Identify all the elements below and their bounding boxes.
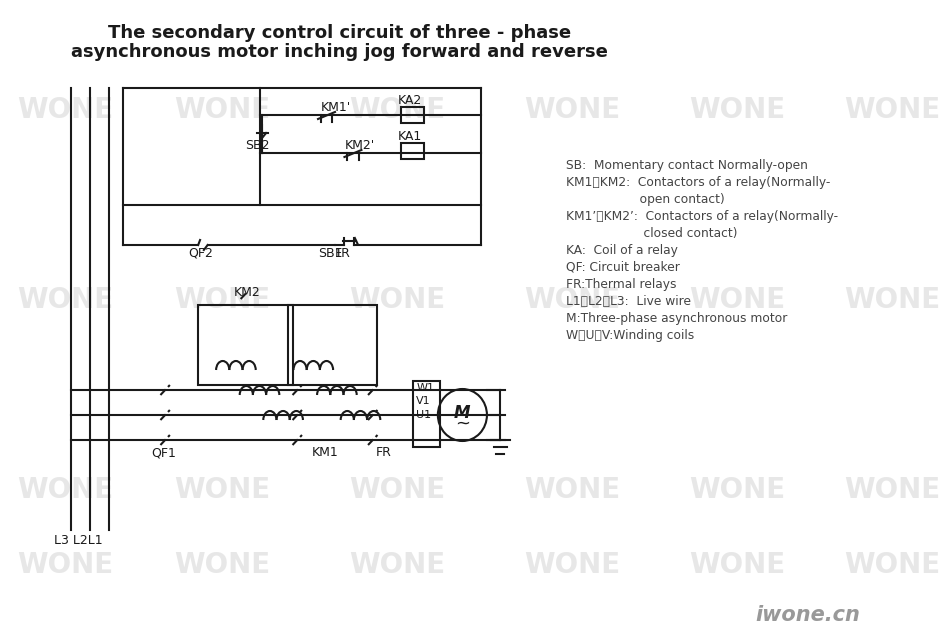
Text: open contact): open contact) [566,192,725,206]
Text: WONE: WONE [523,96,619,124]
Bar [401,143,424,159]
Text: WONE: WONE [175,286,271,314]
Text: W1: W1 [416,383,434,393]
Text: WONE: WONE [689,286,785,314]
Text: L3 L2L1: L3 L2L1 [54,534,103,547]
Text: WONE: WONE [17,551,113,579]
Text: KM1、KM2:  Contactors of a relay(Normally-: KM1、KM2: Contactors of a relay(Normally- [566,176,830,189]
Text: WONE: WONE [523,286,619,314]
Text: WONE: WONE [350,476,446,504]
Text: QF1: QF1 [151,447,176,459]
Text: WONE: WONE [350,551,446,579]
Text: U1: U1 [416,410,431,420]
Text: WONE: WONE [175,551,271,579]
Text: WONE: WONE [17,286,113,314]
Text: KA1: KA1 [398,129,423,143]
Text: WONE: WONE [845,476,940,504]
Text: iwone.cn: iwone.cn [755,605,860,625]
Text: V1: V1 [416,396,430,406]
Text: WONE: WONE [845,286,940,314]
Text: WONE: WONE [689,96,785,124]
Text: SB2: SB2 [245,138,270,152]
Text: KM1’、KM2’:  Contactors of a relay(Normally-: KM1’、KM2’: Contactors of a relay(Normall… [566,210,838,222]
Text: KM1: KM1 [312,447,338,459]
Text: closed contact): closed contact) [566,227,738,240]
Bar [401,107,424,123]
Bar [288,305,377,385]
Text: asynchronous motor inching jog forward and reverse: asynchronous motor inching jog forward a… [71,43,608,61]
Text: WONE: WONE [350,96,446,124]
Text: WONE: WONE [350,286,446,314]
Text: KM2: KM2 [234,285,261,299]
Text: QF2: QF2 [189,247,214,259]
Text: WONE: WONE [689,551,785,579]
Bar [199,305,293,385]
Text: KA2: KA2 [398,94,423,106]
Text: FR: FR [335,247,351,259]
Text: L1、L2、L3:  Live wire: L1、L2、L3: Live wire [566,294,692,308]
Text: WONE: WONE [175,476,271,504]
Text: SB1: SB1 [318,247,343,259]
Text: SB:  Momentary contact Normally-open: SB: Momentary contact Normally-open [566,159,808,171]
Text: FR: FR [375,447,391,459]
Text: ~: ~ [455,415,470,433]
Text: WONE: WONE [845,551,940,579]
Text: W、U、V:Winding coils: W、U、V:Winding coils [566,329,694,341]
Text: WONE: WONE [689,476,785,504]
Text: WONE: WONE [17,476,113,504]
Text: M: M [454,404,470,422]
Text: M:Three-phase asynchronous motor: M:Three-phase asynchronous motor [566,311,788,324]
Text: WONE: WONE [845,96,940,124]
Bar [413,381,440,447]
Text: KM2': KM2' [345,138,374,152]
Text: WONE: WONE [17,96,113,124]
Text: FR:Thermal relays: FR:Thermal relays [566,278,676,290]
Text: KA:  Coil of a relay: KA: Coil of a relay [566,243,678,257]
Text: WONE: WONE [523,476,619,504]
Text: WONE: WONE [175,96,271,124]
Text: WONE: WONE [523,551,619,579]
Text: KM1': KM1' [321,101,352,113]
Text: QF: Circuit breaker: QF: Circuit breaker [566,261,680,273]
Text: The secondary control circuit of three - phase: The secondary control circuit of three -… [108,24,571,42]
